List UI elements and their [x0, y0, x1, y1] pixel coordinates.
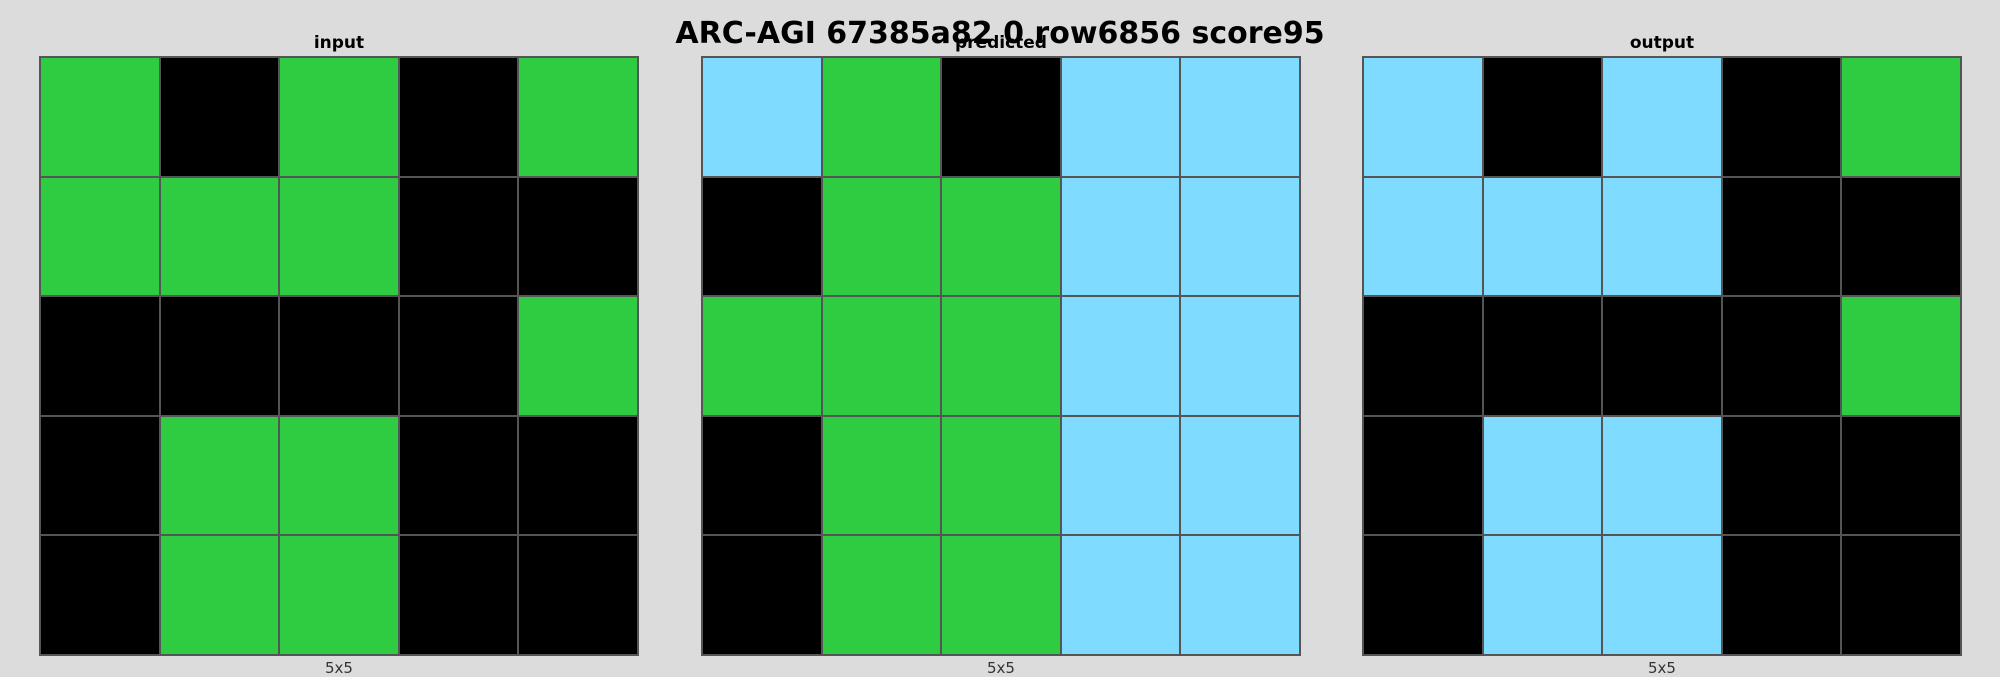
grid-cell: [1602, 57, 1722, 177]
grid-cell: [518, 57, 638, 177]
page-title: ARC-AGI 67385a82 0 row6856 score95: [675, 16, 1325, 51]
grid-cell: [279, 296, 399, 416]
panel-title: input: [313, 33, 365, 53]
grid-cell: [279, 415, 399, 536]
grid-cell: [1841, 176, 1961, 297]
grid-cell: [821, 535, 942, 655]
grid-cell: [1721, 415, 1842, 536]
grid-cell: [1482, 296, 1603, 416]
grid-cell: [1180, 57, 1300, 177]
grid-cell: [1060, 57, 1181, 177]
grid-cell: [941, 415, 1061, 536]
grid-cell: [398, 296, 519, 416]
grid-cell: [702, 415, 822, 536]
input-panel: input 5x5: [39, 30, 639, 677]
grid-cell: [1482, 57, 1603, 177]
grid-size-label: 5x5: [325, 659, 353, 677]
grid-cell: [518, 415, 638, 536]
grid-cell: [1060, 296, 1181, 416]
grid-cell: [159, 415, 280, 536]
grid-size-label: 5x5: [1648, 659, 1676, 677]
grid-cell: [1841, 296, 1961, 416]
grid-cell: [1841, 57, 1961, 177]
grid-cell: [518, 176, 638, 297]
panel-title: predicted: [955, 33, 1047, 53]
output-grid: [1362, 56, 1962, 656]
grid-cell: [40, 535, 160, 655]
grid-cell: [1180, 415, 1300, 536]
grid-cell: [279, 176, 399, 297]
grid-cell: [702, 296, 822, 416]
grid-cell: [40, 296, 160, 416]
grid-cell: [821, 176, 942, 297]
grid-cell: [1363, 296, 1483, 416]
grid-cell: [398, 415, 519, 536]
grid-cell: [1602, 535, 1722, 655]
grid-cell: [1363, 57, 1483, 177]
grid-size-label: 5x5: [987, 659, 1015, 677]
grid-cell: [398, 535, 519, 655]
grid-cell: [941, 176, 1061, 297]
grid-cell: [40, 176, 160, 297]
panel-title: output: [1629, 33, 1695, 53]
grid-cell: [159, 176, 280, 297]
grid-cell: [702, 535, 822, 655]
grid-cell: [518, 296, 638, 416]
grid-cell: [279, 535, 399, 655]
grid-cell: [398, 57, 519, 177]
grid-cell: [821, 296, 942, 416]
grid-cell: [159, 296, 280, 416]
grid-cell: [1602, 296, 1722, 416]
grid-cell: [1721, 296, 1842, 416]
grid-cell: [1721, 57, 1842, 177]
grid-cell: [1482, 176, 1603, 297]
grid-cell: [1363, 535, 1483, 655]
grid-cell: [702, 57, 822, 177]
grid-cell: [1180, 176, 1300, 297]
grid-cell: [159, 57, 280, 177]
grid-cell: [1482, 415, 1603, 536]
grid-cell: [1180, 535, 1300, 655]
grid-cell: [702, 176, 822, 297]
grid-cell: [1060, 535, 1181, 655]
output-panel: output 5x5: [1362, 30, 1962, 677]
grid-cell: [159, 535, 280, 655]
grid-cell: [1721, 176, 1842, 297]
grid-cell: [1363, 415, 1483, 536]
grid-cell: [1363, 176, 1483, 297]
grid-cell: [1721, 535, 1842, 655]
predicted-grid: [701, 56, 1301, 656]
grid-cell: [1060, 415, 1181, 536]
grid-cell: [1482, 535, 1603, 655]
predicted-panel: predicted 5x5: [701, 30, 1301, 677]
grid-cell: [1060, 176, 1181, 297]
input-grid: [39, 56, 639, 656]
grid-cell: [398, 176, 519, 297]
grid-cell: [40, 57, 160, 177]
grid-cell: [279, 57, 399, 177]
grid-cell: [941, 535, 1061, 655]
grid-cell: [40, 415, 160, 536]
grid-cell: [821, 415, 942, 536]
grid-cell: [941, 296, 1061, 416]
grid-cell: [821, 57, 942, 177]
grid-cell: [1841, 415, 1961, 536]
grid-cell: [1602, 176, 1722, 297]
grid-cell: [1841, 535, 1961, 655]
grid-cell: [1180, 296, 1300, 416]
grid-cell: [941, 57, 1061, 177]
grid-cell: [1602, 415, 1722, 536]
grid-cell: [518, 535, 638, 655]
